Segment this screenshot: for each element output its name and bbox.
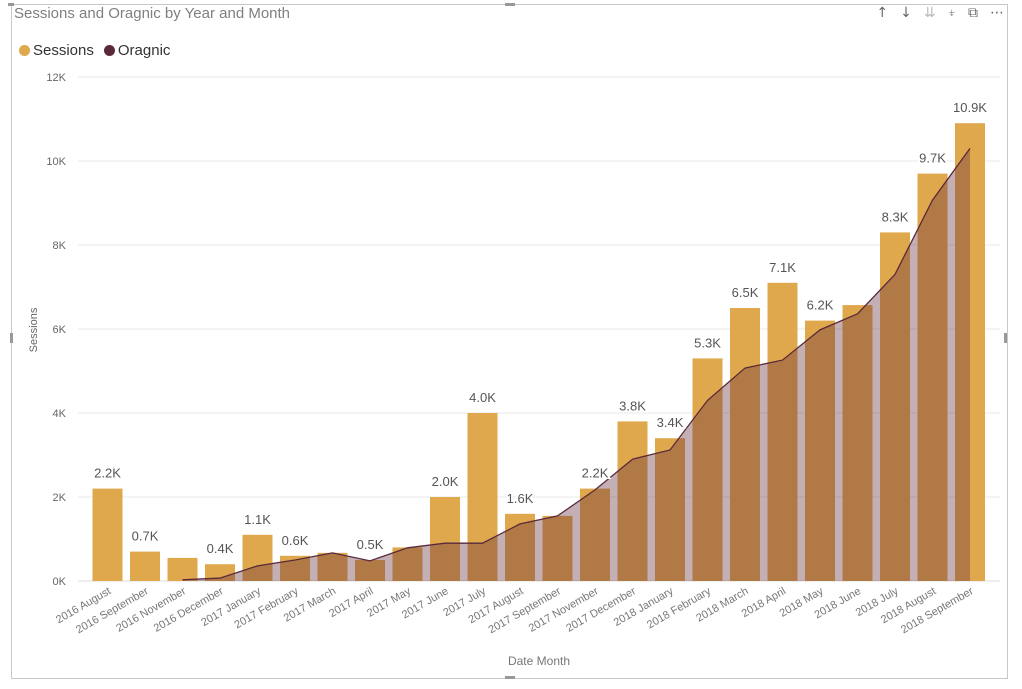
data-label: 4.0K bbox=[469, 390, 496, 405]
organic-area bbox=[182, 148, 970, 581]
sessions-bar[interactable] bbox=[130, 551, 160, 581]
sessions-bar[interactable] bbox=[955, 123, 985, 581]
data-label: 0.7K bbox=[132, 529, 159, 544]
sessions-bar[interactable] bbox=[617, 421, 648, 581]
data-label: 7.1K bbox=[769, 260, 796, 275]
chart-title: Sessions and Oragnic by Year and Month bbox=[14, 5, 291, 22]
data-label: 8.3K bbox=[882, 209, 909, 224]
visual-header-icons: ↑ ↓ ⇊ ⍖ ⧉ ⋯ bbox=[876, 5, 1004, 21]
legend-item-sessions[interactable]: Sessions bbox=[19, 42, 94, 59]
data-label: 0.5K bbox=[357, 537, 384, 552]
sessions-bar[interactable] bbox=[92, 488, 123, 581]
resize-handle-top[interactable] bbox=[505, 3, 515, 6]
sessions-bar[interactable] bbox=[580, 488, 610, 581]
sessions-bar[interactable] bbox=[355, 560, 385, 581]
y-tick-label: 12K bbox=[46, 72, 66, 84]
more-options-icon[interactable]: ⋯ bbox=[990, 5, 1004, 21]
organic-line bbox=[182, 148, 971, 581]
sessions-bar[interactable] bbox=[392, 547, 423, 581]
sessions-bar[interactable] bbox=[467, 413, 498, 581]
x-axis-title: Date Month bbox=[508, 654, 570, 668]
sort-ascending-icon[interactable]: ↑ bbox=[876, 5, 889, 21]
data-label: 2.2K bbox=[94, 466, 121, 481]
organic-legend-dot bbox=[103, 45, 115, 56]
drill-down-icon[interactable]: ⍖ bbox=[947, 5, 956, 21]
sessions-bar[interactable] bbox=[317, 552, 348, 581]
resize-handle-right[interactable] bbox=[1004, 333, 1007, 343]
sessions-bar[interactable] bbox=[880, 232, 910, 581]
sessions-bar[interactable] bbox=[542, 515, 573, 581]
sessions-bar[interactable] bbox=[767, 282, 798, 581]
data-label: 1.6K bbox=[507, 491, 534, 506]
focus-mode-icon[interactable]: ⧉ bbox=[968, 5, 978, 21]
sessions-legend-dot bbox=[19, 45, 30, 56]
sessions-bar[interactable] bbox=[167, 557, 198, 581]
data-label: 0.4K bbox=[207, 541, 234, 556]
expand-all-down-icon[interactable]: ⇊ bbox=[923, 5, 936, 21]
sessions-bar[interactable] bbox=[655, 438, 685, 581]
sessions-bar[interactable] bbox=[805, 320, 835, 581]
data-label: 2.0K bbox=[432, 474, 459, 489]
data-label: 6.5K bbox=[732, 285, 759, 300]
resize-handle-top-left[interactable] bbox=[8, 3, 14, 6]
y-tick-label: 4K bbox=[53, 408, 67, 420]
legend-label: Sessions bbox=[33, 42, 94, 59]
sessions-bar[interactable] bbox=[917, 173, 948, 581]
legend-item-organic[interactable]: Oragnic bbox=[103, 42, 171, 59]
data-label: 6.2K bbox=[807, 298, 834, 313]
sessions-bar[interactable] bbox=[430, 497, 460, 581]
sessions-bar[interactable] bbox=[505, 513, 535, 581]
legend: Sessions Oragnic bbox=[19, 42, 174, 59]
sort-descending-icon[interactable]: ↓ bbox=[900, 5, 912, 21]
sessions-bar[interactable] bbox=[242, 534, 273, 581]
data-label: 0.6K bbox=[282, 533, 309, 548]
resize-handle-bottom[interactable] bbox=[505, 676, 515, 679]
y-tick-label: 0K bbox=[53, 576, 67, 588]
data-label: 3.8K bbox=[619, 398, 646, 413]
data-label: 10.9K bbox=[953, 100, 987, 115]
data-label: 9.7K bbox=[919, 151, 946, 166]
y-tick-label: 6K bbox=[53, 324, 67, 336]
sessions-bar[interactable] bbox=[692, 358, 723, 581]
legend-label: Oragnic bbox=[117, 42, 171, 59]
y-tick-label: 10K bbox=[46, 156, 66, 168]
y-tick-label: 2K bbox=[53, 492, 67, 504]
resize-handle-left[interactable] bbox=[10, 333, 13, 343]
data-label: 5.3K bbox=[694, 335, 721, 350]
sessions-bar[interactable] bbox=[730, 308, 760, 581]
y-tick-label: 8K bbox=[53, 240, 67, 252]
data-label: 2.2K bbox=[582, 466, 609, 481]
data-label: 3.4K bbox=[657, 415, 684, 430]
sessions-bar[interactable] bbox=[842, 305, 873, 581]
y-axis-title: Sessions bbox=[28, 307, 40, 352]
sessions-bar[interactable] bbox=[205, 564, 235, 581]
data-label: 1.1K bbox=[244, 512, 271, 527]
